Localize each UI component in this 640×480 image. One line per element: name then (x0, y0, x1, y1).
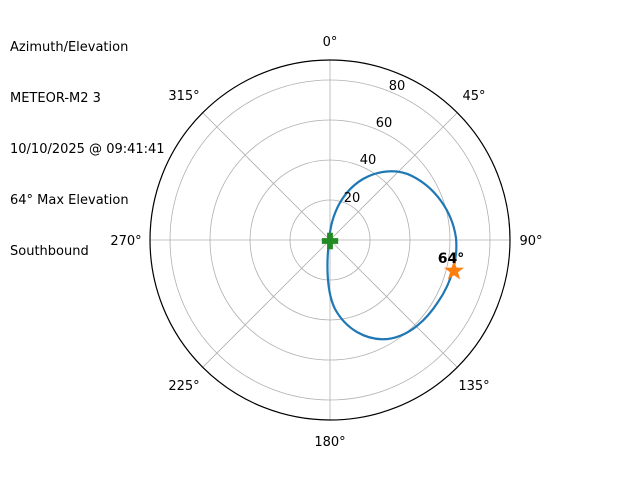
elevation-ring-40 (249, 159, 411, 321)
azimuth-label-180: 180° (314, 435, 345, 450)
pass-timestamp: 10/10/2025 @ 09:41:41 (10, 142, 165, 157)
max-elevation-star-icon (444, 260, 464, 280)
elevation-label-80: 80 (389, 79, 406, 94)
plot-title: Azimuth/Elevation (10, 40, 129, 55)
azimuth-label-90: 90° (519, 234, 542, 249)
elevation-label-20: 20 (344, 191, 361, 206)
elevation-ring-20 (289, 199, 371, 281)
satellite-name: METEOR-M2 3 (10, 91, 101, 106)
azimuth-label-45: 45° (462, 89, 485, 104)
azimuth-tick-labels: 0° 45° 90° 135° 180° 225° 270° 315° (110, 35, 542, 450)
pass-info-header: Azimuth/Elevation METEOR-M2 3 10/10/2025… (10, 5, 165, 294)
elevation-label-40: 40 (360, 153, 377, 168)
azimuth-label-315: 315° (168, 89, 199, 104)
max-elevation-annotation: 64° (438, 251, 464, 267)
outer-boundary-circle (149, 59, 511, 421)
pass-direction: Southbound (10, 244, 89, 259)
pass-start-marker-icon (321, 232, 339, 250)
elevation-label-60: 60 (376, 116, 393, 131)
azimuth-label-0: 0° (323, 35, 338, 50)
elevation-ring-80 (169, 79, 491, 401)
azimuth-label-135: 135° (458, 379, 489, 394)
elevation-tick-labels: 20 40 60 80 (344, 79, 406, 206)
elevation-rings (169, 79, 491, 401)
elevation-ring-60 (209, 119, 451, 361)
max-elevation-text: 64° Max Elevation (10, 193, 129, 208)
azimuth-label-270: 270° (110, 234, 141, 249)
azimuth-label-225: 225° (168, 379, 199, 394)
